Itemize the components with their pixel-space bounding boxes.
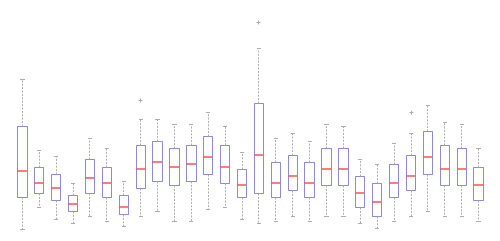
Bar — [389, 164, 398, 197]
Bar — [170, 148, 178, 186]
Bar — [270, 162, 280, 197]
Bar — [423, 131, 432, 174]
Bar — [406, 155, 415, 190]
Bar — [152, 141, 162, 181]
Bar — [355, 176, 364, 207]
Bar — [322, 148, 330, 186]
Bar — [304, 162, 314, 197]
Bar — [338, 148, 347, 186]
Bar — [372, 183, 382, 216]
Bar — [456, 148, 466, 186]
Bar — [288, 155, 297, 190]
Bar — [186, 145, 196, 181]
Bar — [440, 145, 449, 186]
Bar — [203, 136, 212, 174]
Bar — [34, 167, 43, 193]
Bar — [254, 103, 263, 193]
Bar — [68, 195, 77, 211]
Bar — [17, 126, 26, 197]
Bar — [220, 145, 230, 183]
Bar — [118, 195, 128, 214]
Bar — [474, 167, 483, 200]
Bar — [85, 160, 94, 193]
Bar — [136, 145, 145, 188]
Bar — [102, 167, 111, 197]
Bar — [51, 174, 60, 200]
Bar — [237, 169, 246, 197]
